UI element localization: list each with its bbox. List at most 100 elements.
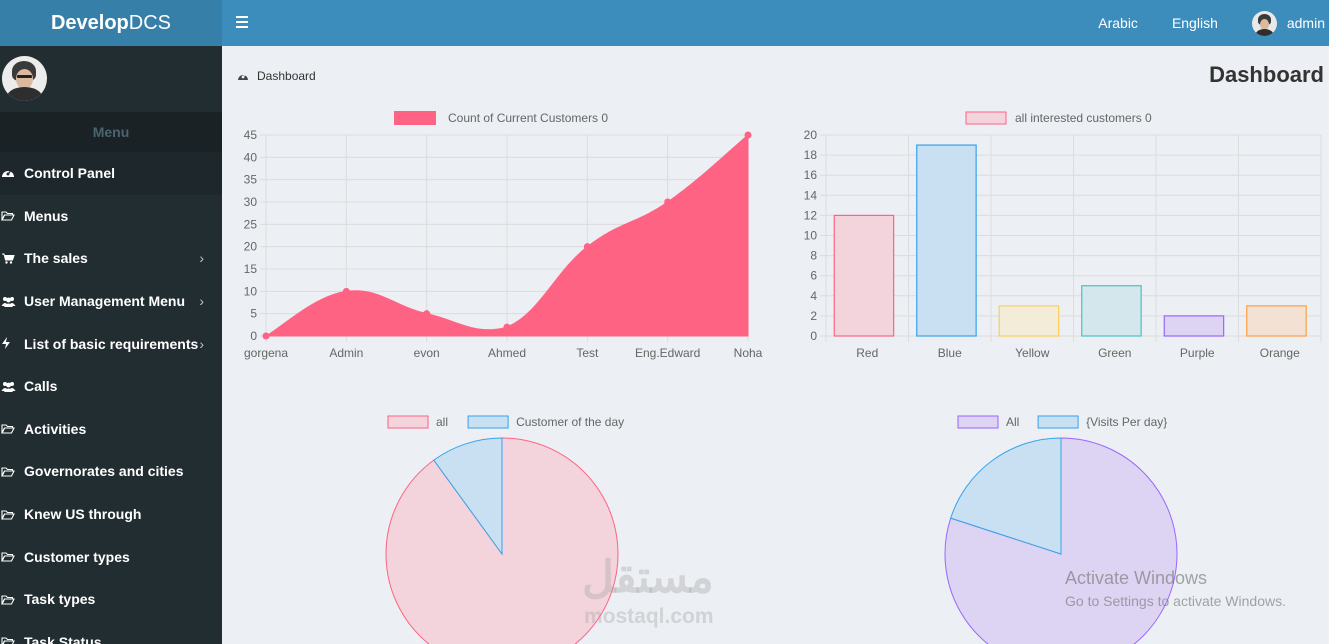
user-menu[interactable]: admin — [1251, 10, 1325, 36]
bolt-icon — [0, 337, 24, 350]
menu-header: Menu — [0, 112, 222, 152]
y-tick-label: 30 — [244, 195, 258, 209]
activate-windows-subtitle: Go to Settings to activate Windows. — [1065, 593, 1286, 609]
y-tick-label: 5 — [250, 307, 257, 321]
sidebar-item[interactable]: Task Status — [0, 621, 222, 644]
brand-light: DCS — [128, 11, 172, 34]
y-tick-label: 0 — [250, 329, 257, 343]
sidebar-item-label: Activities — [24, 420, 87, 437]
pie-slice — [944, 437, 1178, 644]
page-title: Dashboard — [1209, 62, 1324, 87]
sidebar-menu: Control Panel Menus The sales › User Managem… — [0, 152, 222, 644]
activate-windows-title: Activate Windows — [1065, 568, 1208, 588]
data-point — [664, 198, 672, 206]
avatar — [1251, 10, 1277, 36]
sidebar-item-label: Calls — [24, 378, 58, 395]
breadcrumb[interactable]: Dashboard — [237, 69, 316, 83]
chevron-right-icon: › — [199, 250, 204, 267]
y-tick-label: 35 — [244, 173, 258, 187]
customers-pie-chart: all Customer of the day — [385, 415, 624, 644]
x-tick-label: Ahmed — [488, 346, 526, 360]
sidebar-item-label: List of basic requirements — [24, 335, 199, 352]
language-english-link[interactable]: English — [1171, 15, 1218, 31]
x-tick-label: evon — [414, 346, 440, 360]
folder-open-icon — [0, 465, 24, 478]
sidebar-item[interactable]: The sales › — [0, 237, 222, 280]
y-tick-label: 20 — [804, 128, 818, 142]
legend-label: Customer of the day — [516, 415, 624, 429]
legend-swatch — [957, 415, 999, 429]
sidebar-item[interactable]: Menus — [0, 195, 222, 238]
x-tick-label: Test — [576, 346, 599, 360]
y-tick-label: 15 — [244, 262, 258, 276]
users-icon — [0, 380, 24, 393]
language-arabic-link[interactable]: Arabic — [1098, 15, 1138, 31]
sidebar-item-label: Task types — [24, 591, 96, 608]
x-tick-label: Yellow — [1015, 346, 1050, 360]
y-tick-label: 2 — [810, 309, 817, 323]
sidebar-item-label: Control Panel — [24, 165, 116, 182]
x-tick-label: Admin — [329, 346, 363, 360]
y-tick-label: 20 — [244, 240, 258, 254]
sidebar-item[interactable]: Customer types — [0, 535, 222, 578]
y-tick-label: 12 — [804, 208, 818, 222]
y-tick-label: 14 — [804, 188, 818, 202]
legend-swatch — [467, 415, 509, 429]
sidebar-item[interactable]: User Management Menu › — [0, 280, 222, 323]
legend-label: all interested customers 0 — [1015, 111, 1152, 125]
sidebar-item-label: User Management Menu — [24, 293, 186, 310]
user-panel — [0, 46, 222, 112]
sidebar-item[interactable]: Control Panel — [0, 152, 222, 195]
sidebar: Menu Control Panel Menus The sales › User Ma… — [0, 46, 222, 644]
users-icon — [0, 295, 24, 308]
sidebar-item[interactable]: Calls — [0, 365, 222, 408]
sidebar-item-label: Task Status — [24, 633, 102, 644]
sidebar-item[interactable]: Task types — [0, 578, 222, 621]
folder-open-icon — [0, 422, 24, 435]
sidebar-item[interactable]: Activities — [0, 408, 222, 451]
bar — [1163, 315, 1225, 337]
sidebar-toggle-icon[interactable] — [236, 13, 250, 31]
bar — [1081, 285, 1142, 337]
sidebar-item-label: Governorates and cities — [24, 463, 184, 480]
y-tick-label: 0 — [810, 329, 817, 343]
y-tick-label: 10 — [244, 284, 258, 298]
brand-logo[interactable]: Develop DCS — [0, 0, 222, 46]
data-point — [583, 243, 591, 251]
user-name: admin — [1286, 15, 1325, 31]
x-tick-label: Red — [856, 346, 878, 360]
bar — [833, 214, 895, 337]
legend-label: All — [1006, 415, 1019, 429]
y-tick-label: 8 — [810, 249, 817, 263]
top-navbar: Develop DCS Arabic English admin — [0, 0, 1329, 46]
sidebar-item[interactable]: Knew US through — [0, 493, 222, 536]
y-tick-label: 16 — [804, 168, 818, 182]
y-tick-label: 40 — [244, 150, 258, 164]
folder-open-icon — [0, 593, 24, 606]
data-point — [423, 310, 431, 318]
y-tick-label: 6 — [810, 269, 817, 283]
pie-slice — [433, 437, 503, 556]
y-tick-label: 10 — [804, 229, 818, 243]
sidebar-item-label: Menus — [24, 207, 69, 224]
interested-customers-bar-chart: all interested customers 0 0 2 4 6 8 10 12 14 16 1… — [804, 111, 1322, 360]
x-tick-label: Noha — [734, 346, 763, 360]
x-tick-label: Purple — [1180, 346, 1215, 360]
brand-bold: Develop — [50, 11, 129, 34]
pie-slice — [385, 437, 619, 644]
data-point — [503, 323, 511, 331]
watermark-latin: mostaql.com — [584, 605, 714, 628]
folder-open-icon — [0, 635, 24, 644]
y-tick-label: 18 — [804, 148, 818, 162]
sidebar-item[interactable]: List of basic requirements › — [0, 322, 222, 365]
sidebar-item[interactable]: Governorates and cities — [0, 450, 222, 493]
avatar — [2, 56, 47, 101]
y-tick-label: 4 — [810, 289, 817, 303]
watermark-arabic: مستقل — [582, 553, 714, 602]
sidebar-item-label: Knew US through — [24, 506, 142, 523]
legend-swatch — [387, 415, 429, 429]
sidebar-item-label: Customer types — [24, 548, 130, 565]
bar — [916, 144, 977, 337]
dashboard-icon — [0, 167, 24, 180]
legend-swatch — [1037, 415, 1079, 429]
